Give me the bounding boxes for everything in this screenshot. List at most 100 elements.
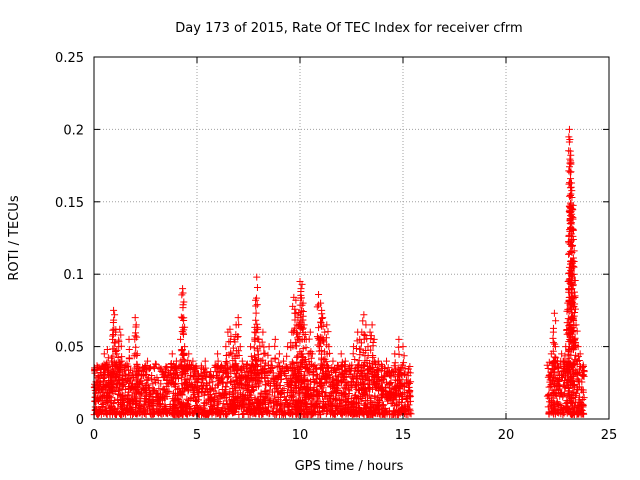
x-tick-label: 25	[601, 428, 618, 443]
data-point	[580, 366, 588, 374]
data-point	[562, 399, 570, 407]
data-point	[351, 393, 359, 401]
data-point	[371, 392, 379, 400]
data-point	[119, 404, 127, 412]
data-point	[103, 395, 111, 403]
data-point	[407, 410, 415, 418]
data-point	[316, 379, 324, 387]
data-point	[292, 296, 300, 304]
data-point	[407, 392, 415, 400]
data-point	[260, 349, 268, 357]
data-point	[559, 393, 567, 401]
data-point	[102, 360, 110, 368]
data-point	[343, 398, 351, 406]
data-point	[109, 332, 117, 340]
data-point	[369, 401, 377, 409]
data-point	[382, 383, 390, 391]
data-point	[572, 389, 580, 397]
data-point	[179, 329, 187, 337]
data-point	[149, 410, 157, 418]
data-point	[187, 382, 195, 390]
data-point	[214, 409, 222, 417]
data-point	[368, 321, 376, 329]
data-point	[302, 344, 310, 352]
data-point	[224, 363, 232, 371]
data-point	[221, 386, 229, 394]
data-point	[378, 364, 386, 372]
data-point	[123, 394, 131, 402]
data-point	[570, 263, 578, 271]
data-point	[548, 386, 556, 394]
data-point	[94, 410, 102, 418]
data-point	[391, 359, 399, 367]
data-point	[315, 290, 323, 298]
data-point	[571, 335, 579, 343]
data-point	[192, 383, 200, 391]
data-point	[210, 387, 218, 395]
data-point	[242, 364, 250, 372]
data-point	[259, 328, 267, 336]
data-point	[394, 364, 402, 372]
data-point	[318, 369, 326, 377]
data-point	[318, 306, 326, 314]
data-point	[296, 384, 304, 392]
data-point	[575, 368, 583, 376]
data-point	[167, 363, 175, 371]
data-point	[150, 363, 158, 371]
data-point	[332, 381, 340, 389]
data-point	[198, 376, 206, 384]
data-point	[184, 356, 192, 364]
data-point	[266, 382, 274, 390]
data-point	[234, 333, 242, 341]
data-point	[100, 400, 108, 408]
data-point	[266, 397, 274, 405]
data-point	[281, 370, 289, 378]
data-point	[345, 364, 353, 372]
data-point	[326, 349, 334, 357]
data-point	[569, 281, 577, 289]
data-point	[324, 364, 332, 372]
data-point	[149, 380, 157, 388]
data-point	[135, 404, 143, 412]
data-point	[386, 381, 394, 389]
data-point	[262, 381, 270, 389]
data-point	[406, 363, 414, 371]
data-point	[202, 380, 210, 388]
data-point	[297, 371, 305, 379]
data-point	[550, 358, 558, 366]
data-point	[252, 316, 260, 324]
data-point	[407, 378, 415, 386]
data-point	[241, 392, 249, 400]
data-point	[252, 410, 260, 418]
data-point	[281, 393, 289, 401]
data-point	[364, 410, 372, 418]
data-point	[309, 371, 317, 379]
data-point	[246, 404, 254, 412]
data-point	[569, 399, 577, 407]
data-point	[227, 349, 235, 357]
data-point	[573, 383, 581, 391]
data-point	[185, 350, 193, 358]
data-point	[269, 369, 277, 377]
data-point	[284, 380, 292, 388]
data-point	[300, 321, 308, 329]
data-point	[269, 404, 277, 412]
data-point	[234, 403, 242, 411]
data-point	[200, 402, 208, 410]
data-point	[132, 321, 140, 329]
x-tick-label: 15	[395, 428, 412, 443]
data-point	[190, 386, 198, 394]
data-point	[275, 359, 283, 367]
data-point	[103, 359, 111, 367]
data-point	[395, 384, 403, 392]
data-point	[321, 379, 329, 387]
data-point	[330, 410, 338, 418]
data-point	[322, 389, 330, 397]
data-point	[235, 347, 243, 355]
data-point	[145, 399, 153, 407]
data-point	[284, 402, 292, 410]
data-point	[305, 407, 313, 415]
data-point	[575, 403, 583, 411]
data-point	[298, 399, 306, 407]
data-point	[229, 385, 237, 393]
